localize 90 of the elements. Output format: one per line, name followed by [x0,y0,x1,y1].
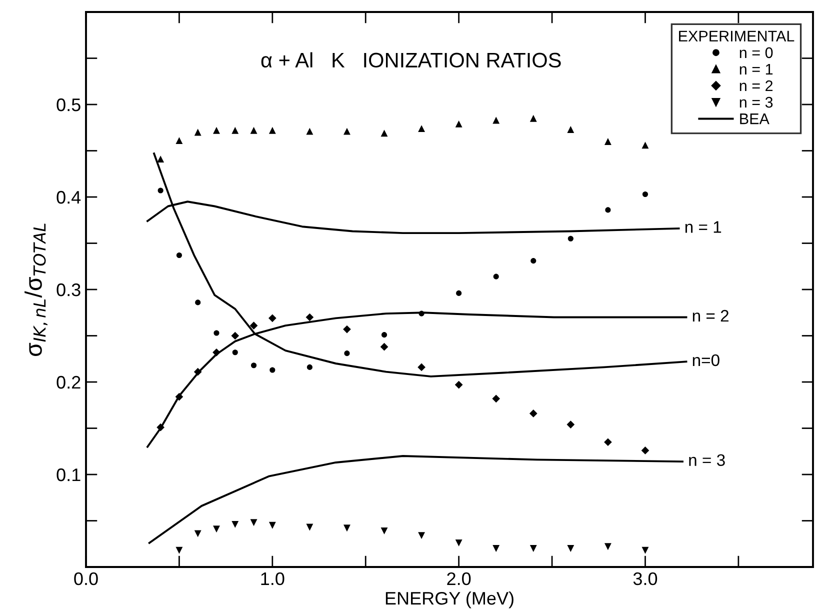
point [605,207,611,213]
legend-title: EXPERIMENTAL [679,30,794,42]
point [455,539,462,546]
point [492,394,500,403]
point [306,524,314,531]
point [176,546,183,554]
point [604,138,612,145]
point [250,126,258,134]
point [306,313,314,322]
y-tick-label: 0.4 [56,190,81,204]
point [212,348,220,356]
point [568,236,574,242]
point [493,274,499,280]
y-tick-label: 0.1 [56,468,80,482]
point [157,156,164,163]
point [418,532,426,540]
point [567,126,574,133]
annotation: n = 1 [685,221,722,233]
point [529,410,538,418]
point [232,126,239,134]
legend-label: n = 1 [740,64,773,74]
legend-label: n = 0 [740,47,773,58]
point [381,332,388,338]
point [641,446,650,454]
point [176,137,183,144]
point [194,368,202,376]
point [194,128,202,136]
x-tick-label: 1.0 [261,572,284,586]
point [250,322,258,330]
text: α + Al K IONIZATION RATIOS [261,52,561,68]
point [232,350,238,356]
point [492,116,500,124]
legend-label: BEA [740,114,770,124]
point [231,332,240,340]
point [380,527,388,534]
point [250,519,258,526]
point [456,290,462,296]
point [418,125,426,132]
annotation: n=0 [692,354,720,366]
annotation: n = 3 [689,454,725,466]
point [530,258,536,264]
point [455,120,462,128]
point [604,438,612,446]
point [268,522,276,529]
point [213,526,220,533]
point [213,126,220,134]
point [344,350,350,356]
point [380,130,388,137]
legend-label: n = 3 [740,96,773,108]
point [195,300,201,306]
point [642,546,649,554]
y-tick-label: 0.5 [56,98,80,112]
x-axis-title: ENERGY (MeV) [386,591,514,608]
point [418,363,426,372]
point [250,362,257,368]
point [454,380,463,389]
point [270,367,276,373]
point [344,128,350,135]
point [344,524,350,532]
x-tick-label: 2.0 [447,572,471,586]
point [642,142,649,149]
point [492,545,500,552]
point [176,252,182,258]
x-tick-label: 0.0 [74,572,98,586]
x-tick-label: 3.0 [633,572,658,586]
line-series [148,455,684,544]
y-tick-label: 0.3 [56,283,80,296]
point [604,543,612,550]
point [642,191,648,198]
point [306,364,312,370]
point [194,530,202,538]
point [268,314,276,322]
legend-label: n = 2 [740,80,773,92]
point [567,545,574,552]
point [158,188,164,194]
annotation: n = 2 [692,310,728,322]
point [418,310,424,316]
point [175,392,184,401]
point [306,128,314,135]
point [214,330,220,336]
point [530,114,537,122]
y-tick-label: 0.2 [56,376,80,389]
point [380,342,388,351]
point [232,520,239,528]
y-axis-title: σ$_{IK,nL}$/σ$_{TOTAL}$ [24,224,48,356]
point [343,325,351,334]
point [268,126,276,134]
point [156,423,164,432]
point [530,545,537,552]
point [566,420,575,428]
